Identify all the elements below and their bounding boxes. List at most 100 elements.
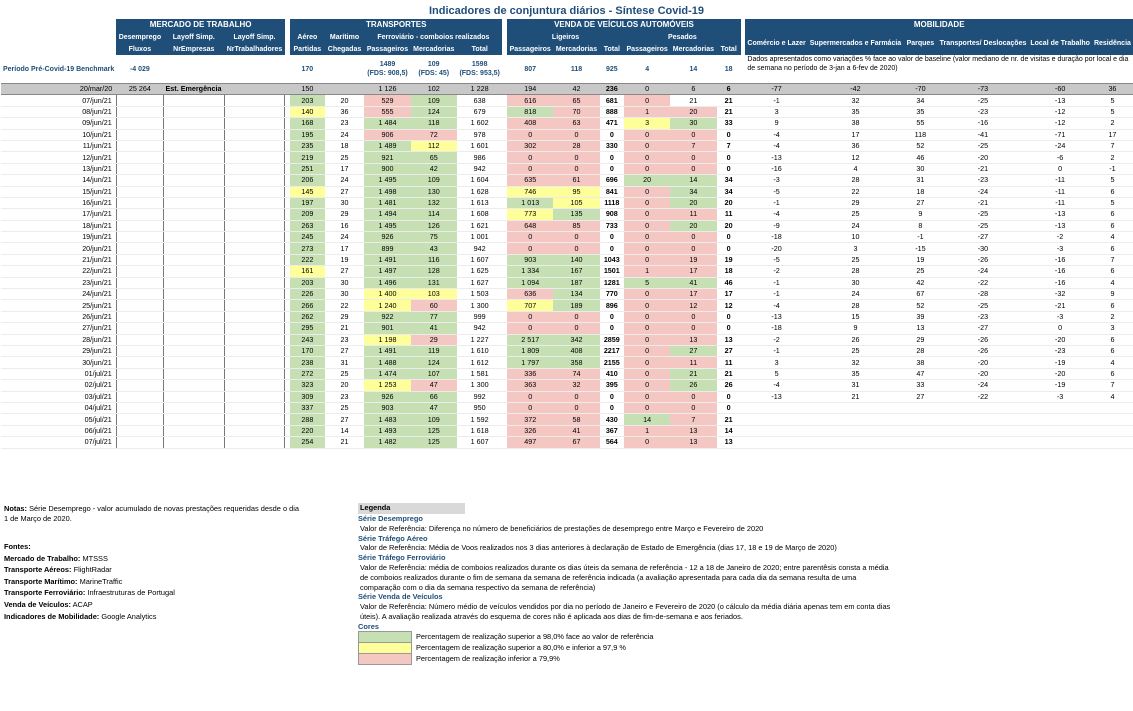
- value-cell: 22: [324, 299, 365, 312]
- legend-color-row: Percentagem de realização superior a 80,…: [358, 642, 898, 655]
- value-cell: 27: [903, 197, 938, 210]
- spacer-cell: [502, 265, 508, 278]
- value-cell: -4: [745, 379, 808, 392]
- table-row: 12/jun/21 219 25 921 65 986 0 0 0 0 0 0 -13 12 46 -20 -6…: [1, 151, 1133, 164]
- value-cell: 1 498: [364, 186, 411, 198]
- value-cell: -21: [937, 197, 1029, 210]
- value-cell: 1 495: [364, 174, 411, 187]
- value-cell: 31: [903, 174, 938, 187]
- table-row: 19/jun/21 245 24 926 75 1 001 0 0 0 0 0 0 -18 10 -1 -27…: [1, 231, 1133, 244]
- value-cell: 21: [716, 106, 741, 119]
- value-cell: [903, 402, 938, 415]
- header-lig-mercadorias: Mercadorias: [553, 43, 600, 55]
- value-cell: 28: [903, 345, 938, 358]
- value-cell: 238: [289, 356, 325, 369]
- value-cell: [937, 425, 1029, 438]
- spacer-cell: [740, 163, 746, 176]
- value-cell: 28: [807, 265, 904, 278]
- value-cell: 31: [324, 356, 365, 369]
- value-cell: 942: [456, 322, 503, 335]
- row-date: 17/jun/21: [1, 208, 117, 221]
- value-cell: 4: [1091, 356, 1133, 369]
- group-header-venda: VENDA DE VEÍCULOS AUTOMÓVEIS: [507, 19, 741, 31]
- value-cell: 0: [507, 151, 554, 164]
- spacer-cell: [284, 197, 290, 210]
- layoff-trabalhadores-cell: [223, 254, 286, 267]
- spacer-cell: [740, 402, 746, 415]
- value-cell: 7: [1091, 140, 1133, 153]
- value-cell: 14: [716, 425, 741, 438]
- spacer-cell: [740, 322, 746, 335]
- value-cell: 77: [410, 311, 457, 324]
- value-cell: -24: [937, 265, 1029, 278]
- value-cell: 5: [1091, 106, 1133, 119]
- value-cell: 0: [624, 186, 671, 198]
- value-cell: 20: [670, 106, 717, 119]
- value-cell: 648: [507, 220, 554, 233]
- sources-block: Fontes: Mercado de Trabalho: MTSSS Transp…: [4, 541, 304, 622]
- value-cell: 95: [553, 186, 600, 198]
- value-cell: -26: [937, 254, 1029, 267]
- spacer-cell: [502, 129, 508, 141]
- desemprego-cell: [115, 129, 164, 141]
- layoff-empresas-cell: [163, 220, 225, 233]
- desemprego-cell: [115, 425, 164, 438]
- spacer-cell: [284, 265, 290, 278]
- spacer-cell: [284, 402, 290, 415]
- value-cell: 0: [670, 231, 717, 244]
- value-cell: 29: [903, 334, 938, 347]
- spacer-cell: [284, 208, 290, 221]
- value-cell: 4: [1091, 231, 1133, 244]
- value-cell: -23: [1028, 345, 1092, 358]
- value-cell: 168: [289, 117, 325, 130]
- notes-text: Série Desemprego - valor acumulado de no…: [4, 504, 299, 523]
- value-cell: -20: [937, 368, 1029, 381]
- value-cell: 118: [410, 117, 457, 130]
- value-cell: 1 496: [364, 277, 411, 290]
- value-cell: 60: [410, 299, 457, 312]
- value-cell: 0: [624, 379, 671, 392]
- value-cell: -16: [745, 163, 808, 176]
- spacer-cell: [284, 242, 290, 255]
- value-cell: 35: [807, 106, 904, 119]
- value-cell: 302: [507, 140, 554, 153]
- group-header-transportes: TRANSPORTES: [289, 19, 503, 31]
- layoff-empresas-cell: [163, 151, 225, 164]
- value-cell: 35: [807, 368, 904, 381]
- layoff-trabalhadores-cell: [223, 402, 286, 415]
- value-cell: 0: [507, 163, 554, 176]
- table-row: 05/jul/21 288 27 1 483 109 1 592 372 58 430 14 7 21: [1, 413, 1133, 426]
- value-cell: -15: [903, 242, 938, 255]
- value-cell: 0: [599, 402, 625, 415]
- value-cell: 21: [670, 94, 717, 107]
- desemprego-cell: [115, 334, 164, 347]
- layoff-trabalhadores-cell: [223, 231, 286, 244]
- value-cell: 6: [1091, 345, 1133, 358]
- desemprego-cell: [115, 402, 164, 415]
- value-cell: 1 300: [456, 379, 503, 392]
- desemprego-cell: [115, 391, 164, 403]
- value-cell: -13: [745, 151, 808, 164]
- value-cell: 408: [553, 345, 600, 358]
- value-cell: 1 618: [456, 425, 503, 438]
- value-cell: 124: [410, 106, 457, 119]
- value-cell: 23: [324, 391, 365, 403]
- value-cell: [937, 402, 1029, 415]
- value-cell: 18: [716, 265, 741, 278]
- value-cell: -1: [745, 288, 808, 301]
- reference-date: 20/mar/20: [1, 82, 117, 96]
- value-cell: 0: [599, 129, 625, 141]
- legend-title: Legenda: [358, 503, 465, 514]
- value-cell: 0: [624, 345, 671, 358]
- row-date: 21/jun/21: [1, 254, 117, 267]
- header-pes-mercadorias: Mercadorias: [670, 43, 717, 55]
- reference-cell: -60: [1028, 82, 1092, 96]
- value-cell: 20: [670, 220, 717, 233]
- value-cell: -16: [1028, 277, 1092, 290]
- value-cell: -25: [937, 220, 1029, 233]
- value-cell: 109: [410, 94, 457, 107]
- value-cell: 17: [670, 288, 717, 301]
- value-cell: 0: [716, 129, 741, 141]
- value-cell: 140: [289, 106, 325, 119]
- spacer-cell: [502, 299, 508, 312]
